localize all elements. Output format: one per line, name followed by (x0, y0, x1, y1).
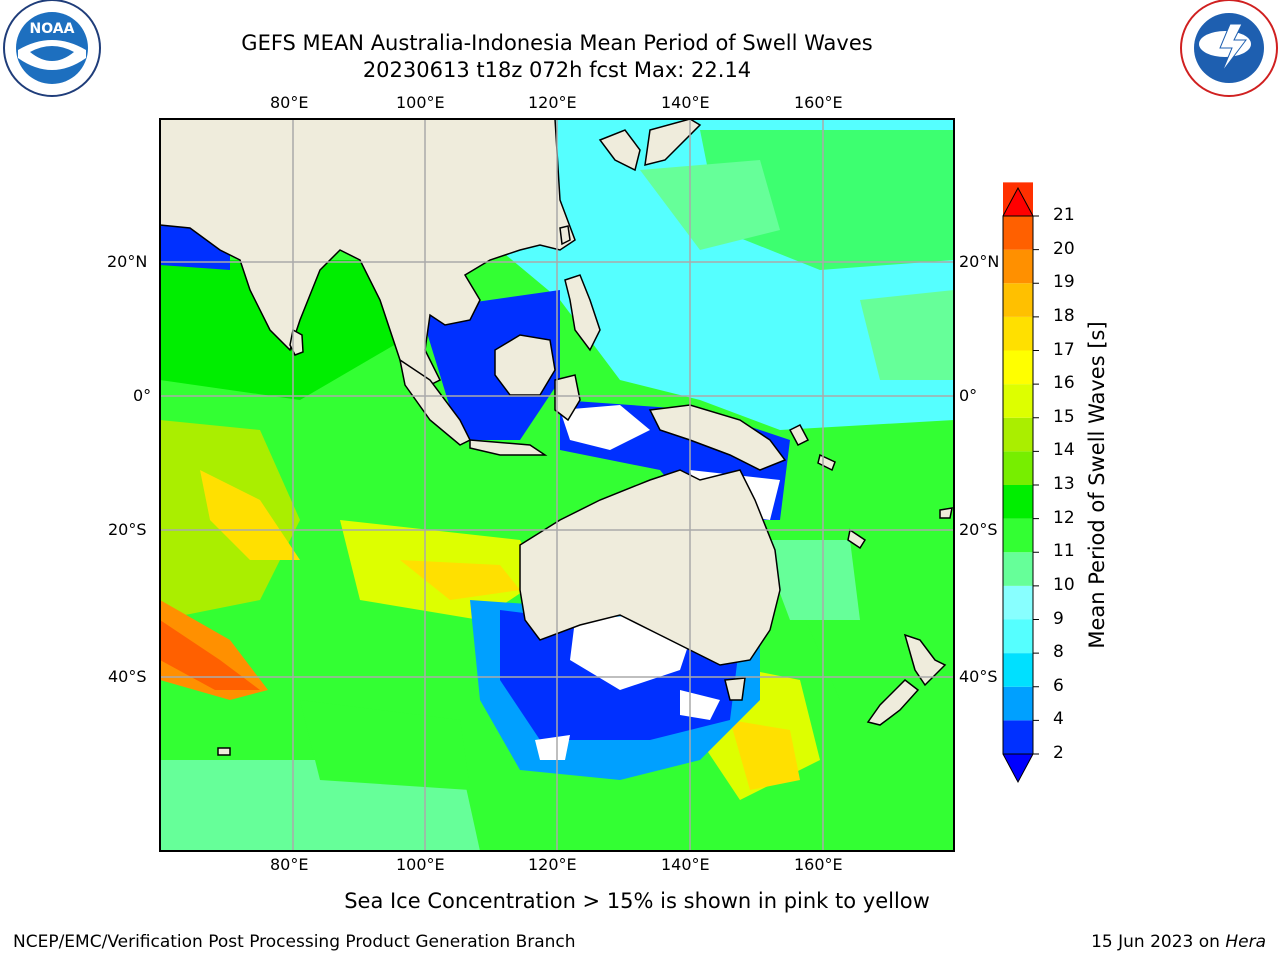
colorbar-tick-label: 19 (1053, 272, 1075, 293)
lon-tick-bottom-80e: 80°E (270, 855, 309, 874)
colorbar-tick-label: 15 (1053, 406, 1075, 427)
map-frame (159, 118, 955, 852)
lat-tick-left-40s: 40°S (108, 667, 147, 686)
colorbar-tick-label: 4 (1053, 709, 1064, 730)
lon-tick-top-100e: 100°E (396, 93, 445, 112)
footer-date-text: 15 Jun 2023 on (1091, 932, 1226, 952)
colorbar-cell (1003, 417, 1033, 452)
noaa-logo: NOAA (3, 0, 101, 97)
colorbar-cell (1003, 249, 1033, 284)
lat-tick-left-20n: 20°N (107, 252, 148, 271)
lon-tick-top-120e: 120°E (528, 93, 577, 112)
colorbar-cell (1003, 653, 1033, 687)
lon-tick-bottom-140e: 140°E (661, 855, 710, 874)
colorbar-cell (1003, 350, 1033, 385)
noaa-logo-text: NOAA (30, 21, 75, 37)
swell-period-field (160, 119, 954, 851)
colorbar-tick-label: 21 (1053, 205, 1075, 225)
lon-tick-top-140e: 140°E (661, 93, 710, 112)
footer-credit: NCEP/EMC/Verification Post Processing Pr… (13, 932, 576, 952)
colorbar-title: Mean Period of Swell Waves [s] (1085, 321, 1109, 649)
lon-tick-bottom-160e: 160°E (794, 855, 843, 874)
colorbar-tick-label: 13 (1053, 474, 1075, 494)
footer-date: 15 Jun 2023 on Hera (1091, 932, 1266, 952)
colorbar-cell (1003, 518, 1033, 553)
colorbar-tick-label: 18 (1053, 305, 1075, 326)
lon-tick-bottom-100e: 100°E (396, 855, 445, 874)
colorbar-tick-label: 2 (1053, 743, 1064, 763)
colorbar-tick-label: 16 (1053, 373, 1075, 394)
colorbar-under-triangle (1003, 754, 1033, 782)
colorbar-tick-label: 14 (1053, 440, 1075, 461)
colorbar-cell (1003, 552, 1033, 586)
colorbar-cell (1003, 283, 1033, 317)
colorbar-tick-label: 9 (1053, 608, 1064, 629)
colorbar-cell (1003, 720, 1033, 754)
sea-ice-note: Sea Ice Concentration > 15% is shown in … (344, 889, 930, 913)
lat-tick-left-0: 0° (133, 386, 152, 405)
lat-tick-right-20n: 20°N (959, 252, 1000, 271)
colorbar-cell (1003, 451, 1033, 485)
land-masses (160, 119, 953, 756)
colorbar-cell (1003, 485, 1033, 519)
colorbar-cell (1003, 686, 1033, 721)
colorbar-cell (1003, 384, 1033, 418)
colorbar-over-triangle (1003, 188, 1033, 216)
colorbar-tick-label: 12 (1053, 507, 1075, 528)
colorbar (1002, 182, 1039, 784)
colorbar-cell (1003, 585, 1033, 620)
lon-tick-top-80e: 80°E (270, 93, 309, 112)
colorbar-tick-label: 10 (1053, 574, 1075, 595)
colorbar-tick-label: 20 (1053, 238, 1075, 259)
colorbar-tick-label: 17 (1053, 339, 1075, 360)
colorbar-tick-label: 8 (1053, 642, 1064, 663)
graticule (160, 119, 954, 851)
footer-host: Hera (1225, 932, 1266, 952)
colorbar-cell (1003, 316, 1033, 351)
lat-tick-right-20s: 20°S (959, 520, 998, 539)
chart-subtitle: 20230613 t18z 072h fcst Max: 22.14 (362, 58, 752, 82)
lon-tick-top-160e: 160°E (794, 93, 843, 112)
chart-title: GEFS MEAN Australia-Indonesia Mean Perio… (241, 31, 873, 55)
lat-tick-right-0: 0° (959, 386, 978, 405)
colorbar-tick-label: 11 (1053, 541, 1075, 562)
nws-logo (1180, 0, 1278, 97)
lon-tick-bottom-120e: 120°E (528, 855, 577, 874)
lat-tick-left-20s: 20°S (108, 520, 147, 539)
colorbar-cell (1003, 216, 1033, 250)
lat-tick-right-40s: 40°S (959, 667, 998, 686)
colorbar-tick-label: 6 (1053, 675, 1064, 696)
colorbar-cell (1003, 619, 1033, 654)
